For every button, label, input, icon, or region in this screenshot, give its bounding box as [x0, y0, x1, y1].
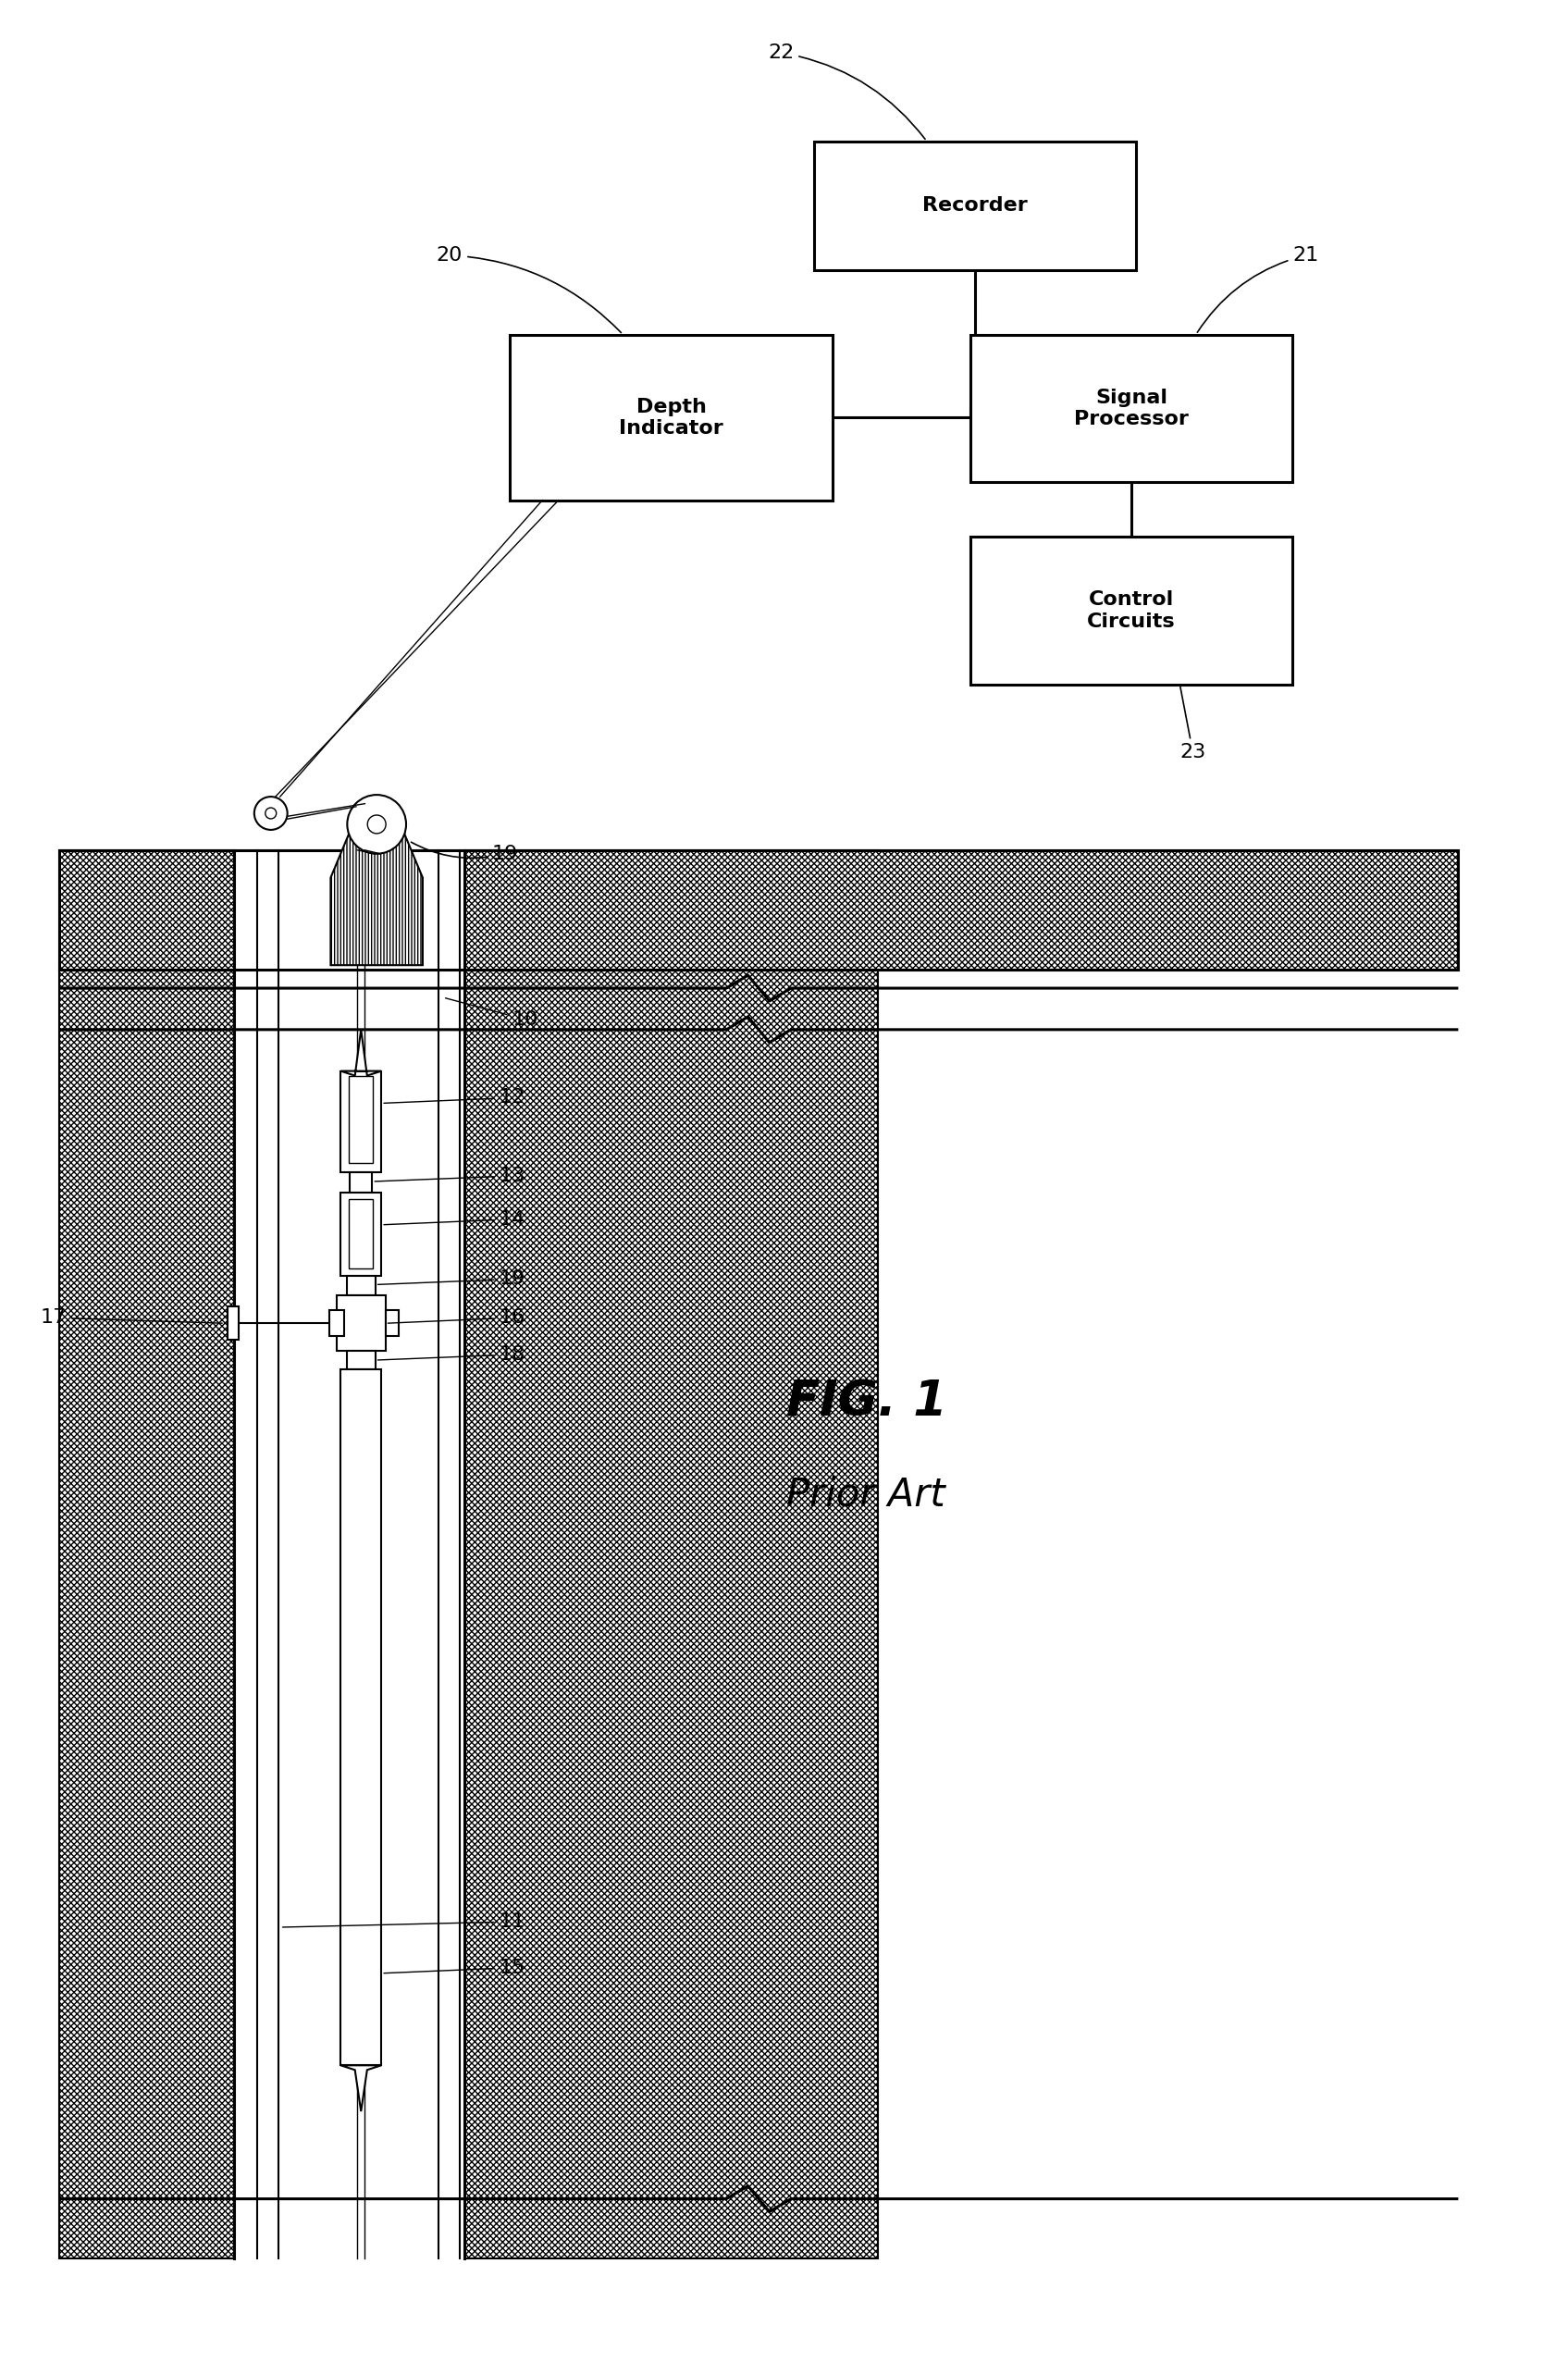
Text: 18: 18	[378, 1344, 525, 1363]
Text: 20: 20	[436, 247, 621, 332]
Circle shape	[367, 815, 386, 834]
Polygon shape	[340, 2066, 381, 2111]
Circle shape	[254, 796, 287, 829]
Bar	[347, 1351, 375, 1370]
Text: 13: 13	[375, 1166, 525, 1185]
Bar	[814, 140, 1137, 271]
Bar	[971, 537, 1292, 684]
Bar	[347, 1275, 375, 1297]
Text: Recorder: Recorder	[922, 197, 1027, 214]
Bar	[337, 1297, 386, 1351]
Bar	[348, 1076, 373, 1164]
Text: 22: 22	[768, 43, 925, 140]
Bar	[971, 335, 1292, 482]
Bar	[329, 1311, 343, 1337]
Circle shape	[347, 796, 406, 853]
Text: 16: 16	[387, 1309, 525, 1328]
Polygon shape	[340, 1031, 381, 1076]
Text: 23: 23	[1179, 686, 1206, 762]
Text: 11: 11	[282, 1912, 525, 1931]
Bar	[340, 1071, 381, 1173]
Bar	[464, 850, 878, 2259]
Bar	[386, 1311, 400, 1337]
Text: 19: 19	[378, 1271, 525, 1287]
Text: Control
Circuits: Control Circuits	[1087, 591, 1176, 632]
Bar	[234, 850, 464, 2259]
Bar	[340, 1192, 381, 1275]
Text: 15: 15	[384, 1959, 525, 1976]
Bar	[60, 850, 1458, 969]
Circle shape	[265, 808, 276, 819]
Bar	[340, 1370, 381, 2066]
Text: 17: 17	[41, 1309, 223, 1328]
Bar	[60, 850, 234, 2259]
Polygon shape	[331, 808, 423, 964]
Text: FIG. 1: FIG. 1	[786, 1378, 947, 1427]
Bar	[227, 1306, 238, 1339]
Text: Prior Art: Prior Art	[786, 1475, 946, 1513]
Text: 12: 12	[384, 1088, 525, 1107]
Text: Signal
Processor: Signal Processor	[1074, 387, 1189, 427]
Bar	[350, 1173, 372, 1192]
Text: 14: 14	[384, 1209, 525, 1228]
Bar	[348, 1199, 373, 1268]
Text: 19: 19	[411, 843, 517, 862]
Text: 10: 10	[445, 997, 538, 1028]
Bar	[510, 335, 833, 501]
Text: 21: 21	[1198, 247, 1319, 332]
Text: Depth
Indicator: Depth Indicator	[619, 397, 723, 437]
